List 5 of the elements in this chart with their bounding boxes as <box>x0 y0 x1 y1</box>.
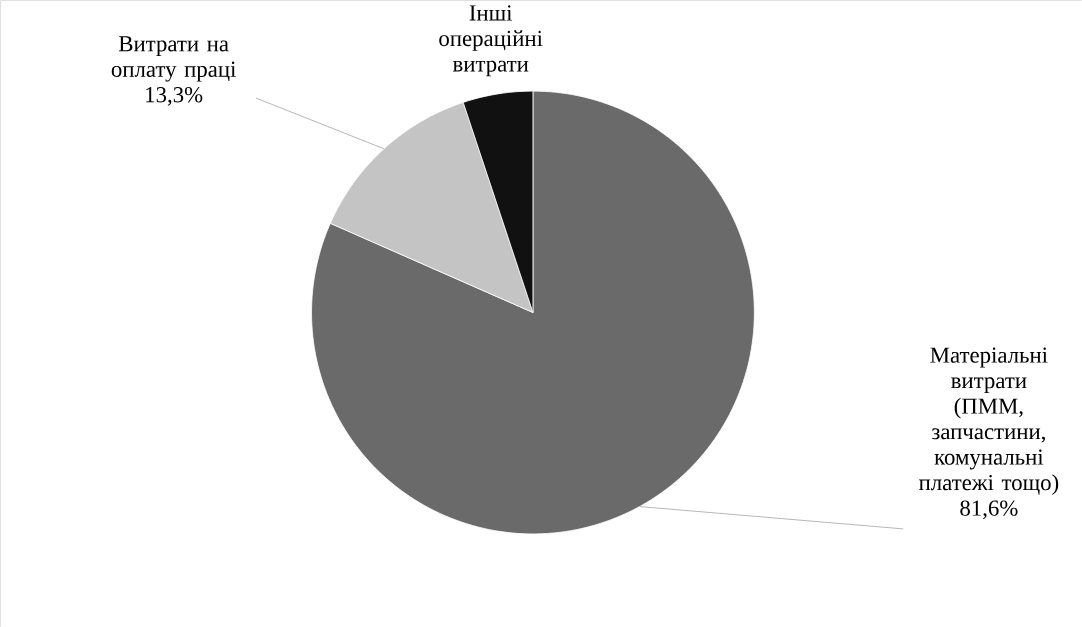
slice-label: Матеріальні витрати (ПММ, запчастини, комунальні платежі тощо) <box>919 347 1059 495</box>
slice-label: Витрати на оплату праці <box>111 36 236 82</box>
data-label: 81,6% <box>960 500 1018 520</box>
data-label: 13,3% <box>146 86 203 106</box>
slice-label: Інші операційні витрати <box>439 5 543 77</box>
